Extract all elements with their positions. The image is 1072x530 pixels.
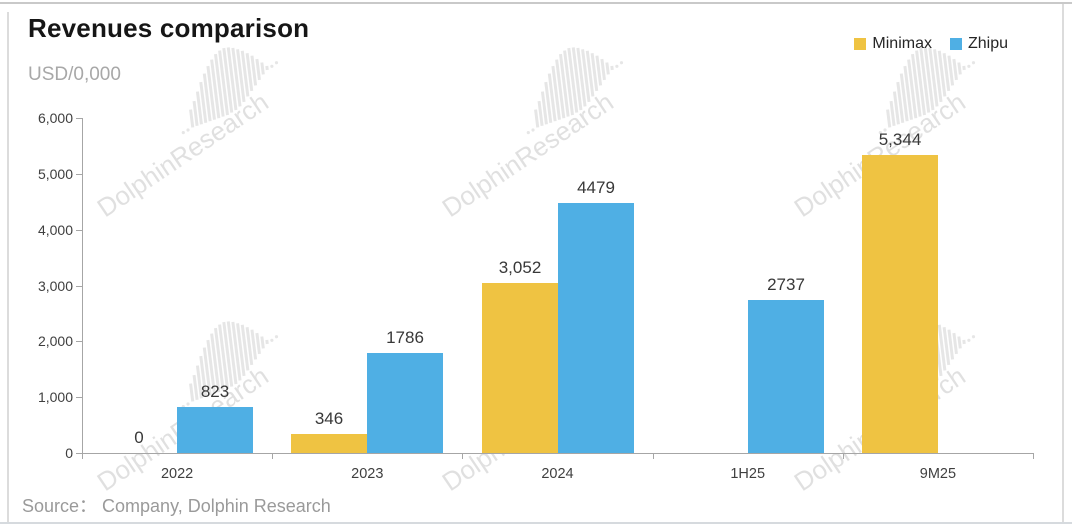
y-axis [82,118,83,453]
y-tick-label-1000: 1,000 [37,389,73,405]
unit-label: USD/0,000 [28,64,121,85]
y-tick [76,341,82,342]
x-label-1H25: 1H25 [730,466,766,482]
dolphin-logo-icon: DolphinResearch [92,47,279,223]
bar-label-zhipu-1H25: 2737 [767,275,805,294]
bar-minimax-9M25 [862,155,938,453]
bar-label-zhipu-2023: 1786 [386,328,424,347]
x-tick [1033,453,1034,459]
right-divider [1062,4,1064,523]
x-tick [82,453,83,459]
y-tick-label-6000: 6,000 [37,110,73,126]
page-title: Revenues comparison [28,13,310,43]
legend-swatch-minimax-icon [854,38,867,50]
x-axis [82,453,1033,454]
y-tick-label-3000: 3,000 [37,278,73,294]
x-tick [272,453,273,459]
x-label-2022: 2022 [160,466,194,482]
y-tick [76,174,82,175]
bar-label-minimax-2022: 0 [134,428,144,447]
legend-label-zhipu: Zhipu [967,35,1008,52]
bar-label-minimax-2024: 3,052 [498,258,542,277]
bar-zhipu-2023 [367,353,443,453]
x-tick [462,453,463,459]
left-divider [7,12,9,523]
bar-label-zhipu-2022: 823 [200,382,230,401]
bottom-divider [0,522,1072,524]
source-note: Source： Company, Dolphin Research [22,496,331,516]
watermark-cluster: DolphinResearch [437,38,650,233]
bar-minimax-2023 [291,434,367,453]
bar-zhipu-2022 [177,407,253,453]
y-tick-label-2000: 2,000 [37,333,73,349]
bar-label-minimax-9M25: 5,344 [878,130,922,149]
bar-label-zhipu-2024: 4479 [577,178,615,197]
y-tick-label-5000: 5,000 [37,166,73,182]
dolphin-logo-icon: DolphinResearch [437,47,624,223]
watermark-cluster: DolphinResearch [92,38,305,233]
bar-zhipu-2024 [558,203,634,453]
legend-item-minimax: Minimax [854,35,932,53]
y-tick-label-4000: 4,000 [37,222,73,238]
legend-item-zhipu: Zhipu [949,35,1008,53]
legend-label-minimax: Minimax [872,35,932,52]
y-tick [76,286,82,287]
bar-minimax-2024 [482,283,558,453]
bar-label-minimax-2023: 346 [314,409,344,428]
x-tick [843,453,844,459]
x-label-9M25: 9M25 [919,466,957,482]
bar-zhipu-1H25 [748,300,824,453]
x-label-2023: 2023 [351,466,384,482]
y-tick [76,453,82,454]
x-label-2024: 2024 [541,466,574,482]
chart-legend: Minimax Zhipu [854,35,1008,53]
y-tick [76,230,82,231]
x-tick [653,453,654,459]
top-divider [0,2,1072,4]
legend-swatch-zhipu-icon [949,38,962,50]
y-tick-label-0: 0 [65,445,73,461]
y-tick [76,397,82,398]
y-tick [76,118,82,119]
